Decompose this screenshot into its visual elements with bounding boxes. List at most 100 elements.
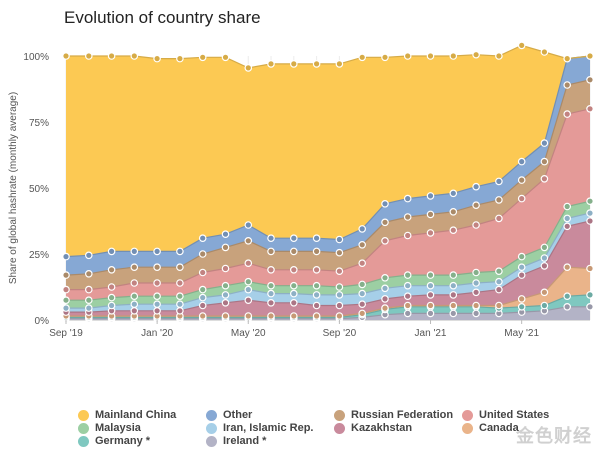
point-united-states bbox=[130, 279, 139, 287]
point-united-states bbox=[495, 214, 503, 223]
point-united-states bbox=[517, 194, 526, 203]
point-iran-islamic-rep bbox=[449, 281, 458, 290]
point-iran-islamic-rep bbox=[198, 293, 207, 302]
line-canada bbox=[66, 266, 591, 317]
point-malaysia bbox=[335, 283, 344, 291]
point-mainland-china bbox=[176, 54, 184, 63]
point-kazakhstan bbox=[176, 306, 184, 315]
point-malaysia bbox=[517, 252, 526, 261]
line-iran-islamic-rep bbox=[66, 212, 591, 309]
point-united-states bbox=[289, 265, 298, 274]
legend-label: Canada bbox=[479, 422, 519, 434]
point-mainland-china bbox=[130, 52, 139, 60]
point-malaysia bbox=[289, 281, 298, 290]
point-mainland-china bbox=[517, 41, 526, 50]
point-mainland-china bbox=[381, 53, 389, 62]
point-canada bbox=[495, 301, 503, 310]
point-iran-islamic-rep bbox=[107, 301, 116, 310]
point-kazakhstan bbox=[403, 292, 412, 301]
point-malaysia bbox=[449, 271, 458, 279]
point-russian-federation bbox=[198, 250, 207, 258]
point-malaysia bbox=[540, 243, 549, 252]
y-tick-label: 50% bbox=[29, 184, 49, 195]
point-mainland-china bbox=[244, 64, 253, 72]
legend-marker bbox=[206, 435, 217, 447]
point-united-states bbox=[586, 105, 594, 113]
legend-item-canada[interactable]: Canada bbox=[462, 422, 582, 434]
legend-item-united-states[interactable]: United States bbox=[462, 409, 582, 421]
point-kazakhstan bbox=[563, 222, 572, 231]
point-kazakhstan bbox=[289, 298, 298, 307]
point-russian-federation bbox=[176, 263, 184, 272]
point-united-states bbox=[221, 264, 230, 273]
point-mainland-china bbox=[289, 60, 298, 68]
legend-item-ireland[interactable]: Ireland * bbox=[206, 435, 334, 447]
legend-label: Malaysia bbox=[95, 422, 141, 434]
point-united-states bbox=[312, 265, 321, 274]
point-ireland bbox=[472, 309, 480, 318]
legend-label: Germany * bbox=[95, 435, 151, 447]
line-ireland bbox=[66, 306, 590, 320]
point-canada bbox=[381, 304, 389, 312]
point-united-states bbox=[62, 285, 70, 294]
line-kazakhstan bbox=[66, 220, 591, 313]
point-malaysia bbox=[176, 292, 184, 301]
legend-item-malaysia[interactable]: Malaysia bbox=[78, 422, 206, 434]
point-other bbox=[289, 234, 298, 243]
point-malaysia bbox=[472, 268, 480, 277]
point-other bbox=[130, 247, 139, 256]
point-other bbox=[403, 194, 412, 203]
line-russian-federation bbox=[65, 79, 591, 276]
x-tick-label: Jan '20 bbox=[141, 328, 173, 339]
point-other bbox=[495, 177, 503, 186]
legend-label: United States bbox=[479, 409, 550, 421]
point-russian-federation bbox=[335, 248, 344, 257]
point-united-states bbox=[335, 267, 344, 276]
point-other bbox=[381, 200, 389, 208]
legend-item-kazakhstan[interactable]: Kazakhstan bbox=[334, 422, 462, 434]
point-kazakhstan bbox=[586, 217, 594, 225]
chart-title: Evolution of country share bbox=[64, 8, 261, 27]
point-other bbox=[62, 252, 70, 261]
legend-marker bbox=[206, 409, 217, 421]
legend-item-iran-islamic-rep[interactable]: Iran, Islamic Rep. bbox=[206, 422, 334, 434]
point-russian-federation bbox=[153, 263, 161, 272]
point-iran-islamic-rep bbox=[495, 277, 503, 286]
point-malaysia bbox=[495, 267, 503, 276]
point-kazakhstan bbox=[472, 288, 480, 297]
point-other bbox=[85, 251, 93, 260]
point-ireland bbox=[449, 309, 458, 318]
point-kazakhstan bbox=[244, 296, 253, 305]
legend-item-mainland-china[interactable]: Mainland China bbox=[78, 409, 206, 421]
point-iran-islamic-rep bbox=[221, 291, 230, 299]
point-iran-islamic-rep bbox=[358, 289, 367, 298]
point-mainland-china bbox=[563, 54, 572, 63]
legend-label: Kazakhstan bbox=[351, 422, 413, 434]
point-russian-federation bbox=[426, 210, 435, 219]
legend-item-russian-federation[interactable]: Russian Federation bbox=[334, 409, 462, 421]
legend-item-germany[interactable]: Germany * bbox=[78, 435, 206, 447]
legend-marker bbox=[334, 409, 345, 421]
legend-item-other[interactable]: Other bbox=[206, 409, 334, 421]
point-malaysia bbox=[267, 281, 275, 290]
point-malaysia bbox=[358, 280, 367, 289]
point-kazakhstan bbox=[449, 291, 458, 299]
point-ireland bbox=[426, 309, 435, 318]
point-mainland-china bbox=[426, 52, 435, 60]
y-tick-label: 100% bbox=[23, 52, 49, 63]
point-malaysia bbox=[312, 281, 321, 290]
point-canada bbox=[244, 312, 253, 320]
line-other bbox=[65, 55, 591, 258]
point-mainland-china bbox=[221, 53, 230, 62]
point-ireland bbox=[563, 302, 572, 311]
point-malaysia bbox=[107, 293, 116, 302]
point-united-states bbox=[198, 268, 207, 277]
point-malaysia bbox=[85, 296, 93, 305]
point-iran-islamic-rep bbox=[426, 281, 435, 290]
x-tick-label: May '20 bbox=[231, 328, 266, 339]
point-kazakhstan bbox=[517, 271, 526, 279]
point-mainland-china bbox=[449, 52, 458, 60]
point-united-states bbox=[472, 221, 480, 229]
point-malaysia bbox=[198, 285, 207, 294]
point-iran-islamic-rep bbox=[517, 263, 526, 272]
